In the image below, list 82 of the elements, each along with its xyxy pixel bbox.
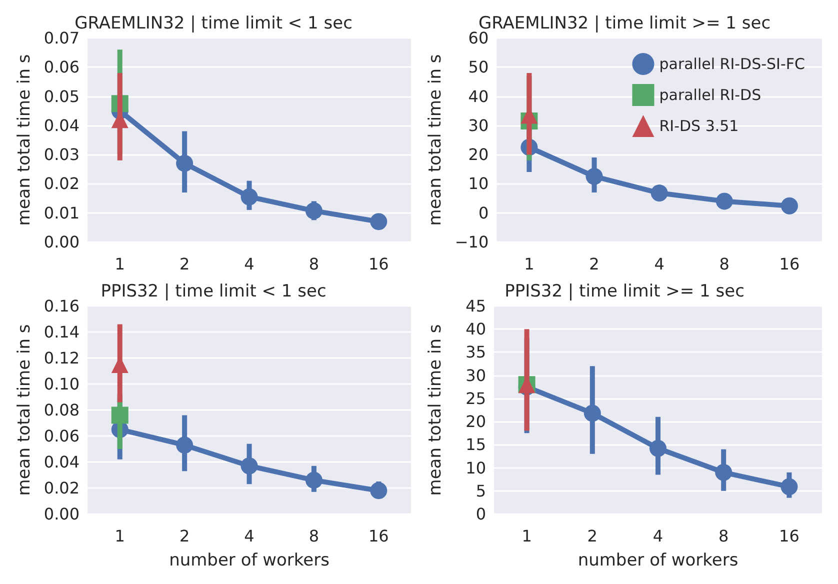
x-tick-label: 1 <box>522 526 532 546</box>
x-tick-label: 4 <box>244 254 254 274</box>
x-tick-label: 16 <box>779 526 800 546</box>
y-tick-label: 0.04 <box>44 116 80 135</box>
y-tick-label: 20 <box>466 412 486 432</box>
point <box>716 192 733 210</box>
y-tick-label: 0.14 <box>44 322 80 342</box>
x-tick-label: 16 <box>779 254 800 274</box>
y-tick-label: 30 <box>468 116 489 135</box>
point <box>176 154 194 172</box>
y-tick-label: 15 <box>466 435 486 454</box>
y-tick-label: 0.10 <box>44 374 80 394</box>
y-tick-label: 0.03 <box>44 145 80 164</box>
y-tick-label: 40 <box>468 86 489 106</box>
point <box>650 440 666 457</box>
y-tick-label: 0.02 <box>44 174 80 194</box>
y-tick-label: −10 <box>454 232 489 252</box>
y-tick-label: 45 <box>466 296 486 316</box>
x-tick-label: 4 <box>652 526 664 546</box>
x-tick-label: 4 <box>244 526 254 546</box>
point <box>176 436 194 454</box>
x-tick-label: 8 <box>308 254 320 274</box>
x-tick-label: 1 <box>114 526 125 546</box>
y-tick-label: 10 <box>466 458 486 478</box>
x-tick-label: 16 <box>368 254 389 274</box>
x-tick-label: 1 <box>114 254 125 274</box>
x-axis-title: number of workers <box>169 550 330 570</box>
x-tick-label: 2 <box>587 526 598 546</box>
y-tick-label: 0.00 <box>44 504 80 524</box>
x-axis-title: number of workers <box>578 550 738 570</box>
point <box>370 213 388 230</box>
y-tick-label: 0.02 <box>44 478 80 498</box>
y-tick-label: 0.16 <box>44 296 80 316</box>
point <box>780 197 798 214</box>
y-tick-label: 10 <box>468 174 489 194</box>
y-tick-label: 0.07 <box>44 28 80 48</box>
y-tick-label: 40 <box>466 320 486 339</box>
y-axis-title: mean total time in s <box>14 54 34 226</box>
y-axis-title: mean total time in s <box>426 54 446 226</box>
point <box>584 404 601 422</box>
point <box>111 406 128 424</box>
y-tick-label: 0.00 <box>44 232 80 252</box>
y-tick-label: 0.12 <box>44 348 80 368</box>
y-tick-label: 0 <box>478 203 489 222</box>
x-tick-label: 2 <box>179 254 190 274</box>
point <box>586 168 603 185</box>
x-tick-label: 8 <box>718 526 729 546</box>
point <box>240 188 258 206</box>
x-tick-label: 16 <box>368 526 389 546</box>
point <box>780 478 798 496</box>
x-tick-label: 2 <box>179 526 190 546</box>
chart-title: PPIS32 | time limit < 1 sec <box>100 282 326 302</box>
y-tick-label: 0.06 <box>44 426 80 446</box>
y-tick-label: 0 <box>476 504 486 524</box>
legend-label: parallel RI-DS <box>659 86 762 104</box>
point <box>305 202 322 220</box>
y-tick-label: 5 <box>476 481 486 500</box>
y-tick-label: 25 <box>466 388 486 408</box>
legend-label: parallel RI-DS-SI-FC <box>659 55 806 73</box>
y-tick-label: 0.08 <box>44 400 80 420</box>
x-tick-label: 8 <box>719 254 730 274</box>
point <box>240 457 258 474</box>
point <box>650 184 668 202</box>
y-tick-label: 30 <box>466 366 486 385</box>
point <box>715 464 732 481</box>
y-axis-title: mean total time in s <box>426 324 446 496</box>
y-tick-label: 50 <box>468 58 489 77</box>
y-tick-label: 20 <box>468 145 489 164</box>
y-tick-label: 0.01 <box>44 203 80 222</box>
y-tick-label: 0.04 <box>44 452 80 472</box>
y-tick-label: 0.05 <box>44 86 80 106</box>
point <box>305 472 322 489</box>
x-tick-label: 1 <box>524 254 534 274</box>
x-tick-label: 2 <box>589 254 600 274</box>
y-tick-label: 0.06 <box>44 58 80 77</box>
y-tick-label: 60 <box>468 28 489 48</box>
y-axis-title: mean total time in s <box>14 324 34 496</box>
x-tick-label: 4 <box>654 254 664 274</box>
legend-label: RI-DS 3.51 <box>659 117 739 135</box>
y-tick-label: 35 <box>466 342 486 362</box>
chart-title: PPIS32 | time limit >= 1 sec <box>504 282 744 302</box>
x-tick-label: 8 <box>308 526 320 546</box>
